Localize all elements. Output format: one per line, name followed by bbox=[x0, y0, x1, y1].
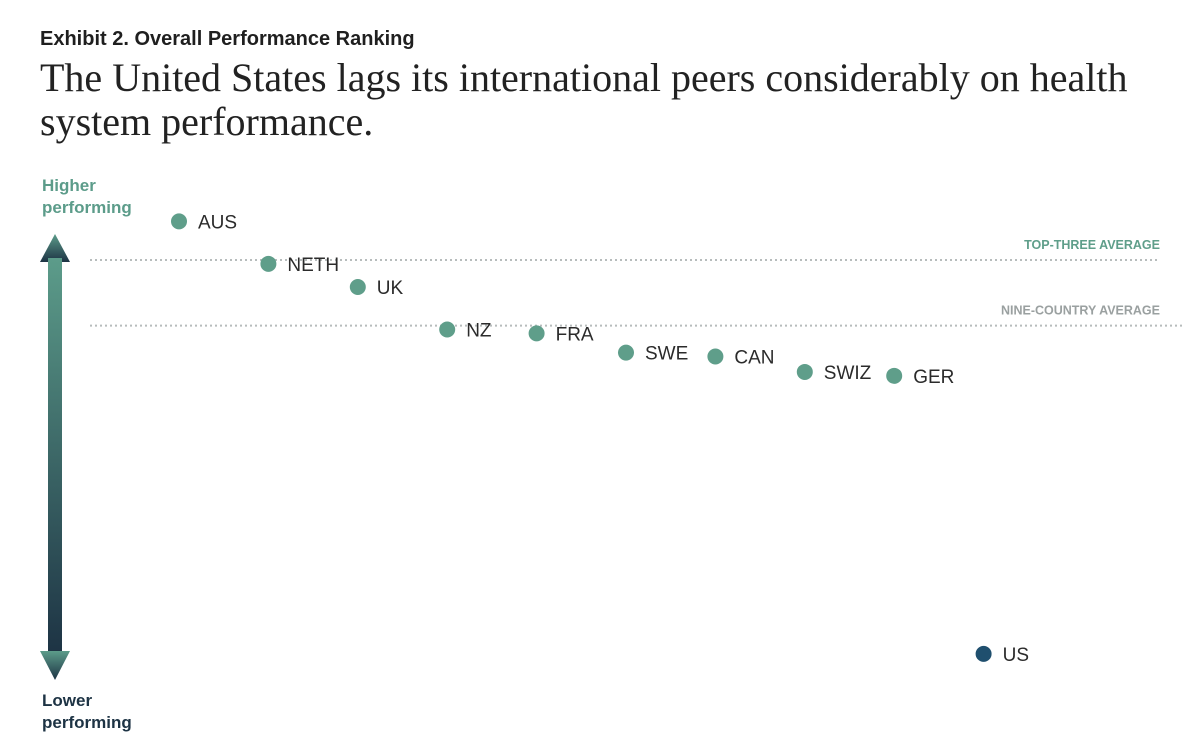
data-label: SWE bbox=[645, 344, 688, 365]
country-point-swe: SWE bbox=[618, 344, 688, 365]
axis-label-higher: Higher performing bbox=[42, 176, 132, 217]
data-points: AUS NETH UK NZ FRA SWE CAN SWIZ GER US bbox=[171, 212, 1029, 666]
reference-lines: TOP-THREE AVERAGE NINE-COUNTRY AVERAGE bbox=[90, 238, 1185, 327]
vertical-performance-arrow bbox=[40, 234, 70, 680]
data-point bbox=[439, 321, 456, 338]
data-label: CAN bbox=[734, 348, 774, 369]
data-label: FRA bbox=[556, 324, 594, 345]
data-label: GER bbox=[913, 367, 954, 388]
country-point-aus: AUS bbox=[171, 212, 237, 233]
country-point-ger: GER bbox=[886, 367, 954, 388]
data-label: UK bbox=[377, 278, 404, 299]
data-point bbox=[796, 363, 813, 380]
exhibit-label: Exhibit 2. Overall Performance Ranking bbox=[40, 28, 415, 50]
data-label: US bbox=[1003, 645, 1029, 666]
reference-line-label: NINE-COUNTRY AVERAGE bbox=[1001, 304, 1160, 318]
data-label: SWIZ bbox=[824, 363, 872, 384]
data-point bbox=[528, 325, 545, 342]
data-point bbox=[171, 213, 187, 230]
axis-label-lower: Lower performing bbox=[42, 691, 132, 732]
data-point bbox=[260, 255, 277, 272]
country-point-can: CAN bbox=[707, 348, 775, 369]
country-point-uk: UK bbox=[349, 278, 404, 299]
country-point-neth: NETH bbox=[260, 255, 339, 276]
data-point bbox=[975, 645, 992, 662]
arrow-up-icon bbox=[40, 234, 70, 262]
country-point-us: US bbox=[975, 645, 1029, 666]
arrow-shaft bbox=[48, 258, 62, 654]
country-point-swiz: SWIZ bbox=[796, 363, 872, 384]
country-point-fra: FRA bbox=[528, 324, 594, 345]
reference-line-label: TOP-THREE AVERAGE bbox=[1024, 238, 1160, 252]
data-point bbox=[707, 348, 724, 365]
arrow-down-icon bbox=[40, 651, 70, 680]
data-label: NZ bbox=[466, 320, 492, 341]
data-point bbox=[349, 279, 366, 295]
data-point bbox=[886, 367, 903, 384]
data-label: NETH bbox=[287, 255, 339, 276]
chart-headline: The United States lags its international… bbox=[40, 55, 1128, 144]
data-point bbox=[618, 344, 634, 361]
country-point-nz: NZ bbox=[439, 320, 492, 341]
data-label: AUS bbox=[198, 212, 237, 233]
